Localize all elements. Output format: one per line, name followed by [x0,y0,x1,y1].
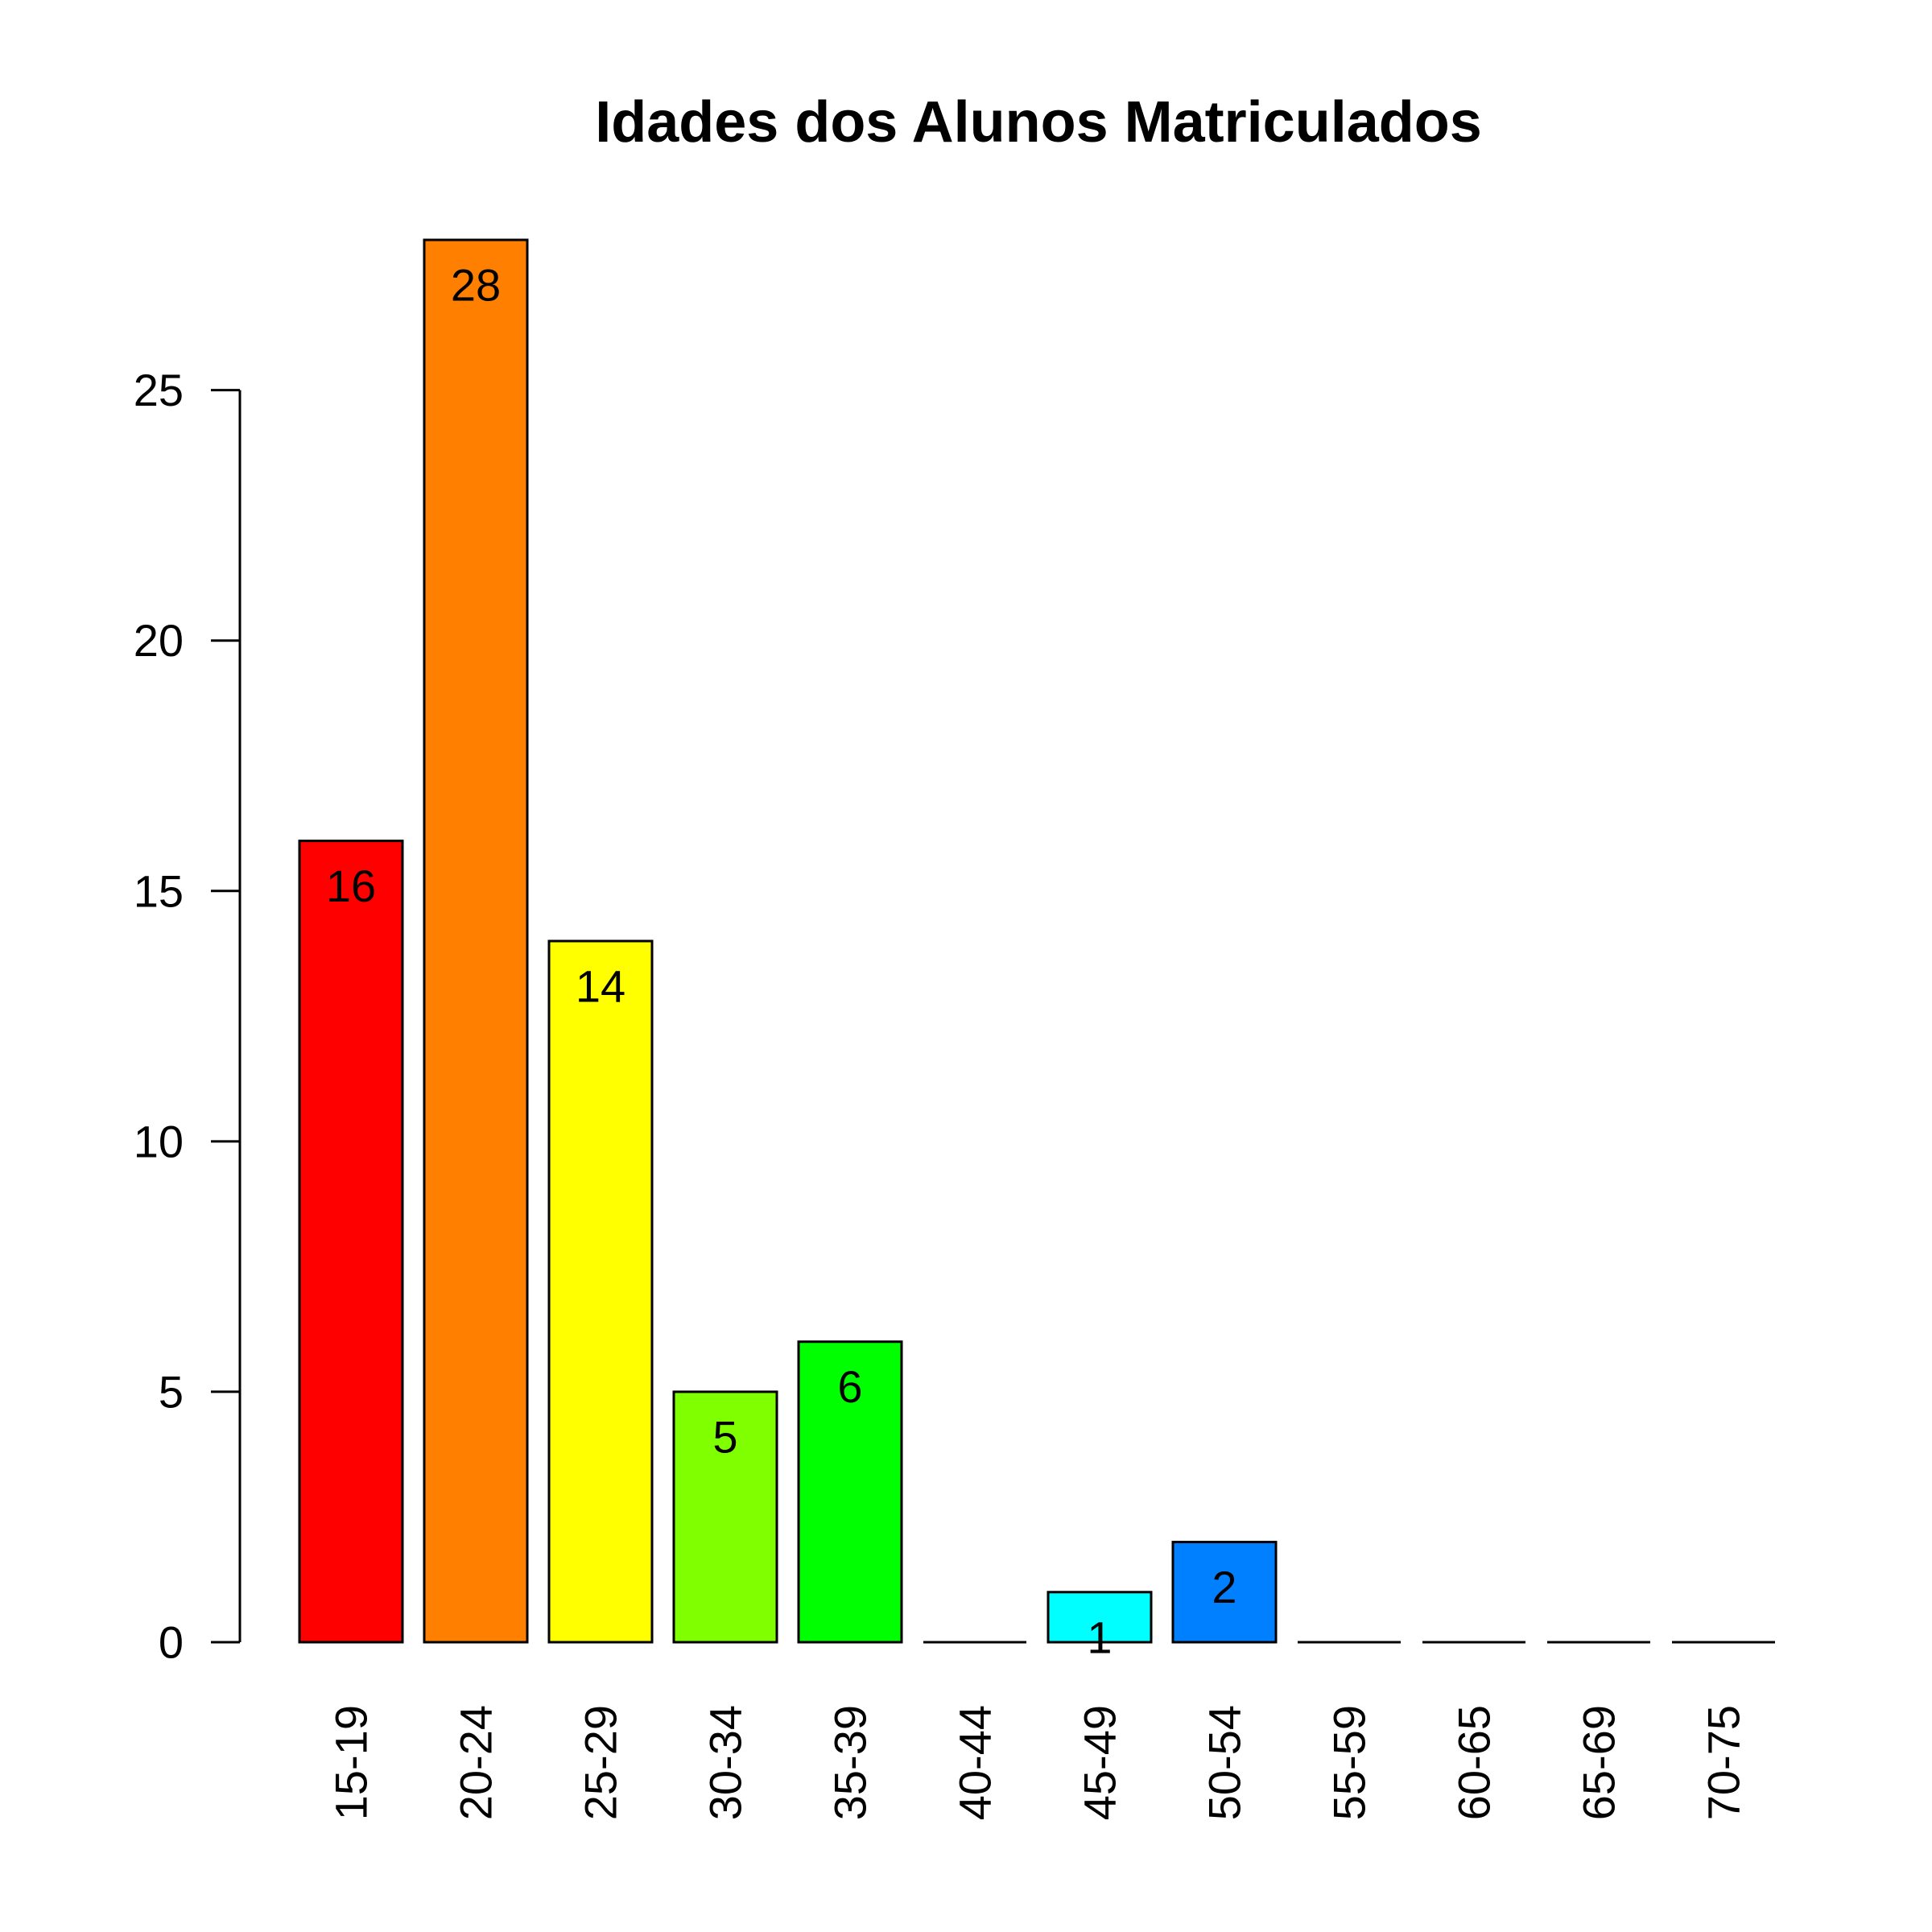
bar-15-19 [298,840,404,1644]
data-label-20-24: 28 [451,260,501,311]
x-tick-label-30-34: 30-34 [700,1705,751,1820]
y-axis: 0 5 10 15 20 25 [134,365,242,1668]
bar-50-54 [1171,1541,1278,1644]
bar-30-34 [672,1390,778,1644]
x-tick-label-40-44: 40-44 [950,1705,1001,1820]
x-tick-label-45-49: 45-49 [1075,1705,1125,1820]
data-label-50-54: 2 [1212,1562,1236,1612]
x-tick-label-35-39: 35-39 [825,1705,876,1820]
x-tick-label-20-24: 20-24 [451,1705,502,1820]
y-tick-label: 5 [159,1366,184,1417]
data-label-45-49: 1 [1087,1612,1112,1662]
bar-25-29 [547,939,654,1644]
y-tick-label: 0 [159,1617,184,1668]
y-tick-label: 10 [134,1116,184,1166]
x-tick-label-15-19: 15-19 [326,1705,377,1820]
bar-35-39 [797,1340,903,1644]
x-tick-label-55-59: 55-59 [1324,1705,1375,1820]
bar-45-49 [1046,1591,1153,1644]
y-tick-label: 15 [134,865,184,916]
y-tick-label: 20 [134,615,184,666]
data-label-15-19: 16 [326,861,376,911]
x-tick-labels: 15-19 20-24 25-29 30-34 35-39 40-44 45-49 50-54… [326,1705,1749,1820]
y-tick-label: 25 [134,365,184,415]
x-tick-label-60-65: 60-65 [1449,1705,1500,1820]
x-tick-label-50-54: 50-54 [1199,1705,1250,1820]
x-tick-label-65-69: 65-69 [1574,1705,1624,1820]
x-tick-label-70-75: 70-75 [1699,1705,1749,1820]
data-labels: 16 28 14 5 6 1 2 [326,260,1237,1663]
bar-20-24 [423,238,529,1644]
bars [298,238,1775,1644]
data-label-30-34: 5 [712,1411,737,1462]
data-label-25-29: 14 [576,961,625,1012]
chart-title: Idades dos Alunos Matriculados [595,90,1482,155]
data-label-35-39: 6 [837,1361,862,1412]
x-tick-label-25-29: 25-29 [576,1705,626,1820]
